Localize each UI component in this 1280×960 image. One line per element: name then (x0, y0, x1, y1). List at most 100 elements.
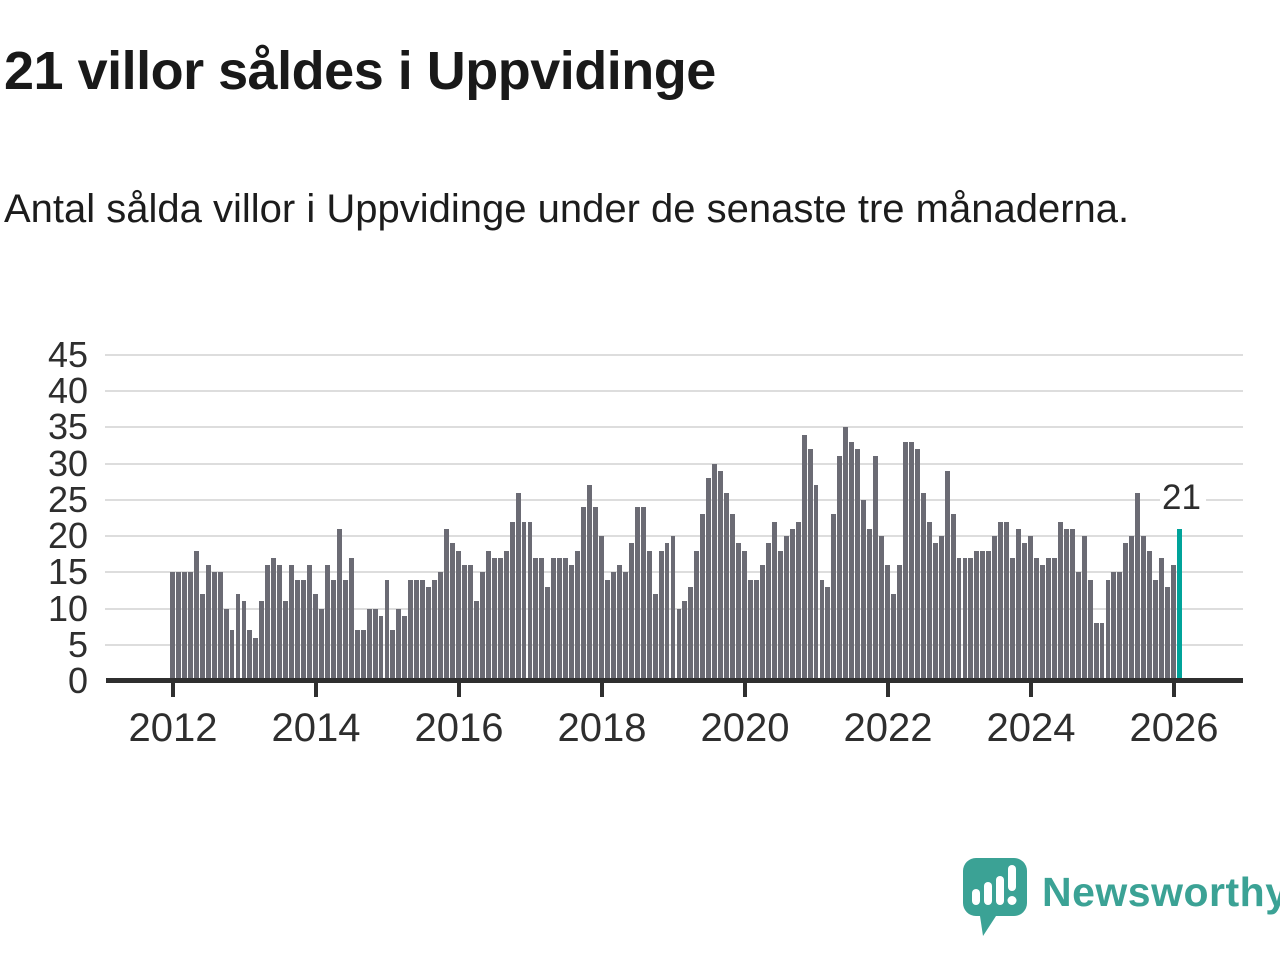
bar-month-45 (438, 572, 444, 679)
bar-month-120 (885, 565, 890, 679)
bar-month-57 (509, 521, 515, 679)
bar-month-156 (1099, 623, 1105, 679)
bar-month-56 (503, 550, 509, 679)
x-axis-label-2020: 2020 (700, 706, 790, 750)
bar-month-39 (402, 615, 408, 679)
bar-month-38 (396, 608, 402, 679)
bar-month-26 (324, 565, 330, 679)
bar-month-23 (307, 565, 312, 679)
x-axis-tick-2020 (743, 681, 748, 697)
bar-month-75 (616, 565, 622, 679)
bar-month-3 (187, 572, 193, 679)
x-axis-tick-2026 (1172, 681, 1177, 697)
bar-month-28 (336, 528, 342, 679)
bar-month-123 (902, 441, 908, 679)
bar-month-60 (527, 521, 533, 679)
bar-month-21 (295, 579, 301, 679)
page-subtitle: Antal sålda villor i Uppvidinge under de… (4, 187, 1130, 231)
bar-month-55 (497, 557, 503, 679)
bar-month-112 (837, 456, 843, 679)
bar-month-165 (1153, 579, 1159, 679)
bar-month-118 (873, 456, 879, 679)
bar-month-85 (676, 608, 682, 679)
bar-month-18 (277, 565, 283, 679)
bar-month-43 (426, 586, 432, 679)
bar-month-166 (1159, 557, 1165, 679)
bar-month-134 (968, 557, 974, 679)
bar-month-79 (640, 507, 646, 679)
gridline-25 (105, 498, 1243, 501)
bar-month-78 (634, 507, 640, 679)
bar-month-33 (366, 608, 372, 679)
bar-month-101 (771, 521, 777, 679)
bar-month-168 (1171, 565, 1176, 679)
bar-month-98 (753, 579, 759, 679)
bar-month-70 (587, 485, 593, 679)
bar-month-64 (551, 557, 557, 679)
y-axis-label-10: 10 (47, 587, 88, 629)
x-axis-label-2024: 2024 (986, 706, 1076, 750)
bar-month-86 (682, 601, 688, 679)
x-axis-label-2014: 2014 (271, 706, 361, 750)
x-axis-tick-2012 (170, 681, 175, 697)
bar-month-31 (354, 630, 360, 679)
bar-month-160 (1123, 543, 1129, 679)
bar-month-44 (432, 579, 438, 679)
bar-month-95 (736, 543, 741, 679)
bar-month-151 (1069, 528, 1075, 679)
bar-month-59 (521, 521, 527, 679)
bar-month-158 (1111, 572, 1117, 679)
bar-month-116 (861, 499, 867, 679)
bar-month-62 (539, 557, 545, 679)
bar-month-74 (610, 572, 616, 679)
bar-month-25 (318, 608, 324, 679)
x-axis-label-2016: 2016 (414, 706, 504, 750)
bar-month-106 (801, 434, 807, 679)
bar-month-15 (259, 601, 265, 679)
bar-month-29 (342, 579, 348, 679)
gridline-30 (105, 462, 1243, 465)
bar-month-22 (301, 579, 306, 679)
bar-month-132 (956, 557, 962, 679)
bar-month-110 (825, 586, 831, 679)
bar-month-2 (181, 572, 187, 679)
bar-month-24 (313, 594, 318, 679)
bar-month-14 (253, 637, 259, 679)
x-axis-tick-2018 (600, 681, 604, 697)
x-axis-tick-2014 (313, 681, 318, 697)
bar-month-65 (557, 557, 563, 679)
bar-month-12 (241, 601, 247, 679)
bar-month-129 (938, 536, 944, 679)
y-axis-label-5: 5 (67, 623, 88, 665)
bar-month-66 (563, 557, 569, 679)
bar-month-127 (926, 521, 932, 679)
bar-month-121 (891, 594, 896, 679)
gridline-45 (105, 354, 1243, 356)
gridline-40 (105, 390, 1243, 393)
bar-month-50 (467, 565, 473, 679)
bar-month-153 (1081, 536, 1087, 679)
y-axis-label-35: 35 (47, 406, 88, 448)
x-axis-tick-2022 (886, 681, 891, 697)
bar-month-7 (211, 572, 217, 679)
bar-month-0 (170, 572, 175, 679)
bar-month-100 (765, 543, 771, 679)
bar-month-164 (1147, 550, 1153, 679)
newsworthy-logo-icon (963, 858, 1027, 936)
highlighted-bar-current (1177, 528, 1182, 679)
bar-month-52 (479, 572, 485, 679)
bar-month-76 (622, 572, 628, 679)
bar-month-67 (569, 565, 575, 679)
bar-month-162 (1135, 492, 1141, 679)
bar-month-10 (229, 630, 235, 679)
gridline-35 (105, 426, 1243, 429)
bar-month-83 (664, 543, 670, 679)
bar-month-107 (807, 449, 813, 679)
x-axis-tick-2016 (457, 681, 461, 697)
bar-month-113 (843, 427, 849, 679)
bar-month-135 (974, 550, 980, 679)
bar-month-87 (688, 586, 694, 679)
bar-month-73 (604, 579, 610, 679)
bar-month-53 (485, 550, 491, 679)
